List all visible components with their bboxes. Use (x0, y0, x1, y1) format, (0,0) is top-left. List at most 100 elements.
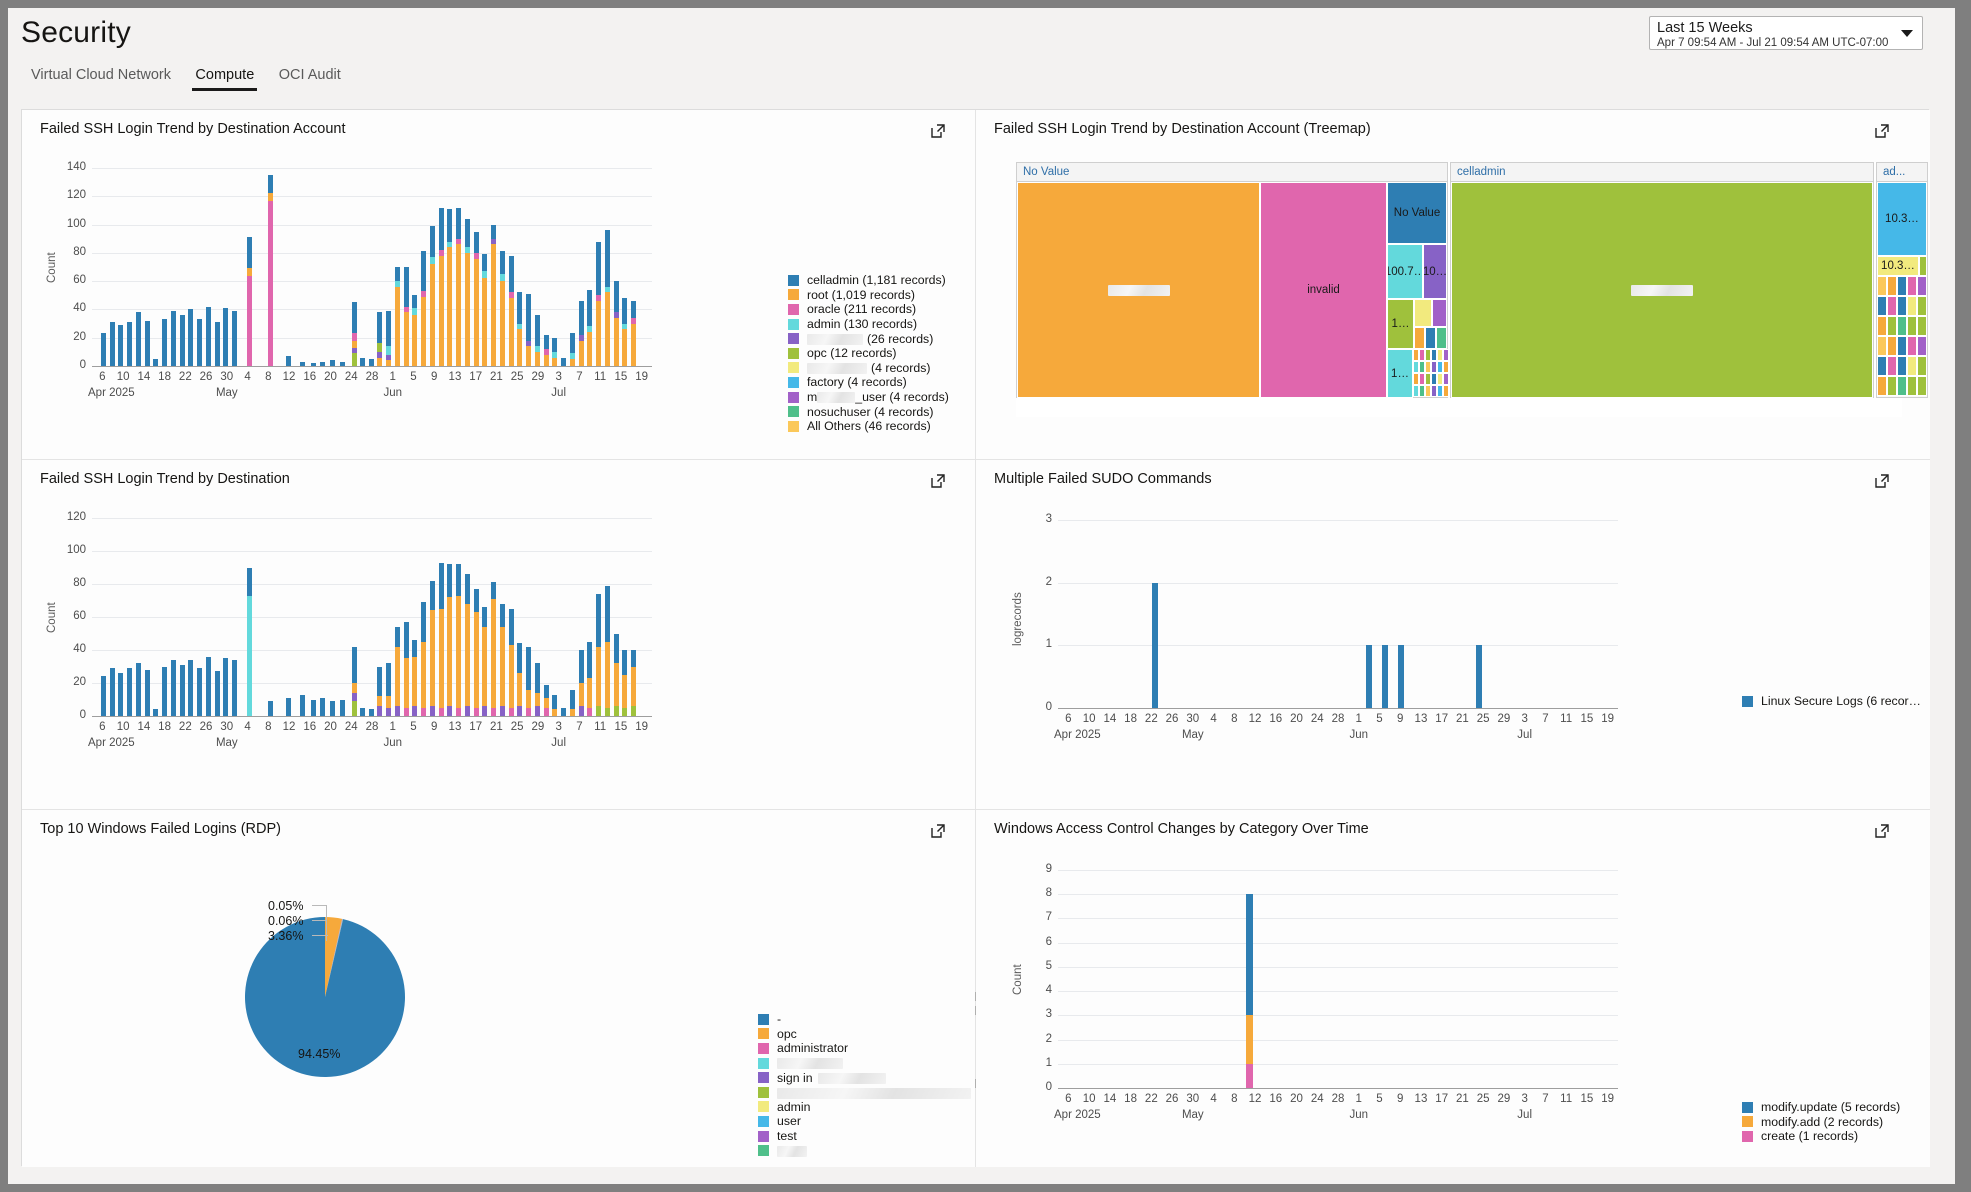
bar[interactable] (286, 168, 292, 366)
legend-item[interactable]: admin (758, 1100, 971, 1115)
treemap-cell[interactable] (1437, 349, 1443, 361)
treemap-cell[interactable] (1897, 336, 1907, 356)
treemap-cell[interactable] (1907, 276, 1917, 296)
treemap-cell[interactable] (1443, 373, 1449, 385)
treemap-cell[interactable] (1877, 296, 1887, 316)
pie-chart[interactable] (22, 846, 662, 1106)
treemap-cell[interactable]: 10… (1423, 244, 1447, 299)
treemap-cell[interactable] (1419, 385, 1425, 397)
treemap-cell[interactable] (1419, 373, 1425, 385)
bar[interactable] (179, 518, 185, 716)
bar[interactable] (517, 168, 523, 366)
bar[interactable] (526, 168, 531, 366)
bar[interactable] (135, 518, 141, 716)
chevron-down-icon[interactable] (1901, 30, 1913, 37)
treemap-cell[interactable] (1907, 296, 1917, 316)
bar[interactable] (162, 168, 167, 366)
treemap-cell[interactable] (1451, 182, 1873, 398)
pie-slice[interactable] (325, 919, 343, 997)
treemap-cell[interactable]: No Value (1387, 182, 1447, 244)
legend-item[interactable]: (4 records) (788, 361, 949, 376)
treemap-cell[interactable] (1917, 356, 1927, 376)
bar[interactable] (214, 518, 220, 716)
bar[interactable] (109, 168, 115, 366)
legend-item[interactable] (758, 1143, 971, 1158)
legend-item[interactable]: (26 records) (788, 331, 949, 346)
bar[interactable] (118, 168, 124, 366)
bar[interactable] (153, 518, 159, 716)
treemap-cell[interactable] (1917, 276, 1927, 296)
treemap-cell[interactable] (1907, 316, 1917, 336)
treemap-cell[interactable] (1897, 356, 1907, 376)
treemap-cell[interactable] (1419, 361, 1425, 373)
bar[interactable] (368, 168, 374, 366)
bar[interactable] (464, 168, 470, 366)
legend-item[interactable]: Linux Secure Logs (6 recor… (1742, 694, 1921, 709)
bar[interactable] (320, 518, 326, 716)
bar[interactable] (153, 168, 159, 366)
legend-winacl[interactable]: modify.update (5 records) modify.add (2 r… (1742, 1100, 1900, 1144)
bar[interactable] (268, 168, 274, 366)
bar[interactable] (473, 168, 479, 366)
bar[interactable] (144, 518, 150, 716)
treemap-cell[interactable] (1917, 336, 1927, 356)
legend-sudo[interactable]: Linux Secure Logs (6 recor… (1742, 694, 1921, 709)
legend-item[interactable]: opc (12 records) (788, 346, 949, 361)
bar[interactable] (339, 518, 345, 716)
treemap-cell[interactable] (1877, 336, 1887, 356)
treemap-cell[interactable]: 1… (1387, 299, 1414, 349)
bar[interactable] (622, 518, 628, 716)
bar[interactable] (246, 518, 252, 716)
chart-sudo[interactable]: logrecords 0 1 2 3 6 10 14 18 22 26 30 4 8 12 16 20 24 28 1… (976, 496, 1706, 766)
chart-rdp-pie[interactable]: 94.45% 0.05% 0.06% 3.36% (22, 846, 782, 1146)
bar[interactable] (569, 168, 575, 366)
bar[interactable] (188, 168, 194, 366)
pie-slice[interactable] (325, 919, 343, 997)
bar[interactable] (197, 168, 202, 366)
treemap-cell[interactable] (1414, 299, 1432, 327)
treemap-cell[interactable]: invalid (1260, 182, 1387, 398)
bar[interactable] (517, 518, 523, 716)
legend-item[interactable]: - (758, 1012, 971, 1027)
treemap-cell[interactable] (1413, 349, 1419, 361)
legend-item[interactable]: test (758, 1129, 971, 1144)
treemap-cell[interactable] (1425, 385, 1431, 397)
tab-oci-audit[interactable]: OCI Audit (278, 67, 341, 83)
bar[interactable] (359, 168, 365, 366)
bar[interactable] (310, 168, 316, 366)
treemap-cell[interactable] (1437, 385, 1443, 397)
bar[interactable] (300, 518, 306, 716)
treemap-group-celladmin[interactable]: celladmin (1450, 162, 1874, 398)
bar[interactable] (330, 518, 335, 716)
legend-item[interactable] (758, 1085, 971, 1100)
legend-item[interactable]: modify.add (2 records) (1742, 1115, 1900, 1130)
treemap-cell[interactable] (1017, 182, 1260, 398)
bar[interactable] (1246, 870, 1254, 1088)
bar[interactable] (631, 518, 636, 716)
bar[interactable] (482, 168, 488, 366)
bar[interactable] (268, 518, 274, 716)
pie-slice[interactable] (325, 919, 344, 997)
bar[interactable] (300, 168, 306, 366)
bar[interactable] (491, 518, 496, 716)
treemap-cell[interactable] (1907, 356, 1917, 376)
bar[interactable] (232, 168, 237, 366)
treemap-cell[interactable] (1437, 373, 1443, 385)
bar[interactable] (596, 518, 601, 716)
bar[interactable] (631, 168, 636, 366)
legend-item[interactable]: sign in (758, 1070, 971, 1085)
chart-ssh-destination[interactable]: Count 0 20 40 60 80 100 120 6 10 14 18 22 26 30 4 8 12 16 2… (22, 496, 782, 766)
bar[interactable] (622, 168, 628, 366)
treemap-cell[interactable] (1877, 376, 1887, 396)
bar[interactable] (491, 168, 496, 366)
treemap-cell[interactable] (1443, 361, 1449, 373)
bar[interactable] (320, 168, 326, 366)
legend-item[interactable]: root (1,019 records) (788, 288, 949, 303)
bar[interactable] (162, 518, 167, 716)
bar[interactable] (1475, 520, 1482, 708)
legend-item[interactable]: modify.update (5 records) (1742, 1100, 1900, 1115)
bar[interactable] (232, 518, 237, 716)
treemap-cell[interactable] (1887, 336, 1897, 356)
bar[interactable] (552, 518, 558, 716)
